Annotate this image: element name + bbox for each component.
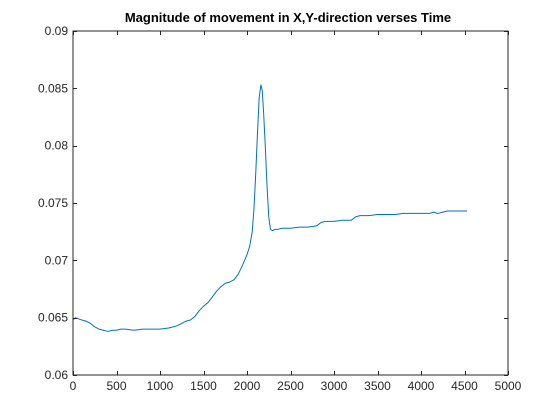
x-tick-label: 500 xyxy=(106,379,126,393)
x-tick-label: 5000 xyxy=(495,379,522,393)
x-tick-label: 3000 xyxy=(321,379,348,393)
x-tick-label: 2000 xyxy=(234,379,261,393)
x-tick-label: 3500 xyxy=(364,379,391,393)
x-tick-label: 1500 xyxy=(190,379,217,393)
x-tick-label: 2500 xyxy=(277,379,304,393)
y-tick-label: 0.085 xyxy=(38,81,68,95)
x-tick-label: 4000 xyxy=(408,379,435,393)
y-axis-ticks: 0.06 0.065 0.07 0.075 0.08 0.085 0.09 xyxy=(38,24,508,382)
chart-title: Magnitude of movement in X,Y-direction v… xyxy=(125,10,451,25)
y-tick-label: 0.06 xyxy=(45,368,69,382)
plot-area: 0 500 1000 1500 2000 2500 3000 3500 4000 4500 5000… xyxy=(38,24,522,393)
y-tick-label: 0.065 xyxy=(38,311,68,325)
y-tick-label: 0.07 xyxy=(45,253,69,267)
series-layer xyxy=(72,84,468,332)
x-tick-label: 0 xyxy=(70,379,77,393)
y-tick-label: 0.09 xyxy=(45,24,69,38)
series-line xyxy=(72,84,468,332)
x-tick-label: 4500 xyxy=(451,379,478,393)
x-axis-ticks: 0 500 1000 1500 2000 2500 3000 3500 4000 4500 5000 xyxy=(70,31,522,393)
x-tick-label: 1000 xyxy=(147,379,174,393)
y-tick-label: 0.08 xyxy=(45,139,69,153)
y-tick-label: 0.075 xyxy=(38,196,68,210)
